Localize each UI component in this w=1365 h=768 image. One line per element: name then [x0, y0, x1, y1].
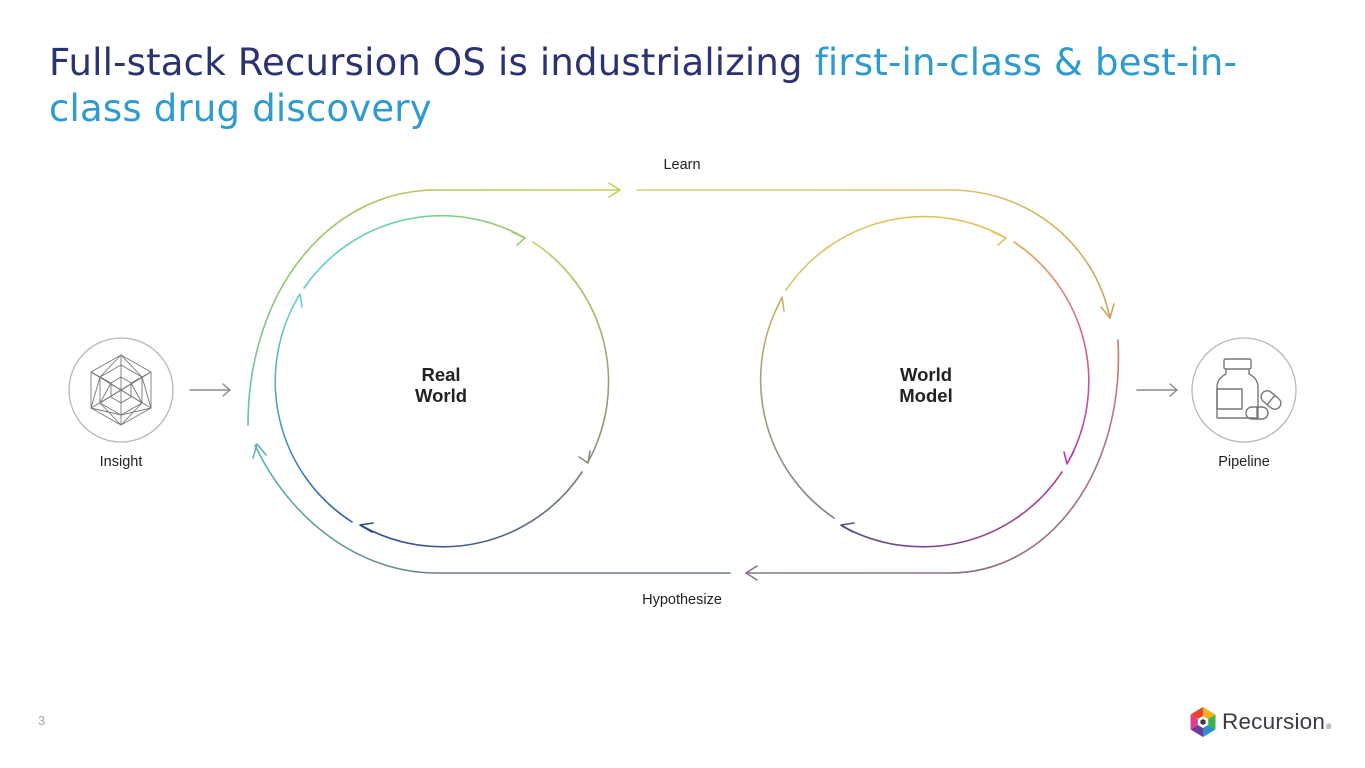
pipeline-label: Pipeline [1218, 454, 1270, 470]
recursion-brand: Recursion ® [1188, 705, 1331, 739]
title-part-light: first-in-class & best-in-class drug [49, 41, 1238, 130]
recursion-logo-icon [1190, 707, 1216, 737]
title-part-light-end: discovery [252, 87, 432, 130]
world-model-arrowhead-right [1063, 450, 1075, 465]
medicine-bottle-and-pills-icon [1216, 358, 1282, 420]
slide-title: Full-stack Recursion OS is industrializi… [49, 40, 1319, 132]
outer-loop-upper-left-arc [247, 189, 437, 426]
world-model-arc-upper-left [785, 215, 1007, 291]
real-world-arrowhead-top [511, 231, 526, 246]
real-world-arc-upper-left [303, 214, 526, 289]
world-model-arc-right [1013, 241, 1090, 463]
real-world-arrowhead-bottom [359, 522, 374, 533]
real-world-label-line2: World [415, 385, 467, 406]
hypothesize-arrowhead [745, 565, 758, 581]
insight-icon-group [68, 337, 174, 443]
real-world-arc-right [532, 241, 610, 463]
registered-mark: ® [1326, 724, 1332, 731]
world-model-arrowhead-bottom [840, 522, 855, 533]
outer-loop-lower-left-arc [254, 444, 437, 574]
outer-loop-left-arrowhead [252, 443, 267, 459]
title-part-dark: Full-stack Recursion OS is industrializi… [49, 41, 815, 84]
real-world-arc-bottom [361, 471, 583, 548]
geodesic-cube-icon [90, 354, 152, 426]
hypothesize-label: Hypothesize [642, 592, 722, 608]
outer-loop-right-arrowhead [1100, 303, 1115, 319]
outer-loop-upper-right-arc [636, 189, 1111, 319]
world-model-label-line1: World [900, 364, 952, 385]
brand-name: Recursion [1222, 709, 1326, 734]
learn-label: Learn [663, 157, 700, 173]
world-model-label-line2: Model [899, 385, 952, 406]
insight-label: Insight [100, 454, 143, 470]
world-model-arrowhead-left [775, 296, 785, 312]
real-world-arrowhead-right [578, 450, 591, 464]
learn-arrowhead [608, 182, 621, 198]
pipeline-icon-group [1191, 337, 1297, 443]
world-model-arc-lower-left [759, 297, 835, 519]
real-world-label-line1: Real [421, 364, 460, 385]
outer-loop-lower-right-arc [949, 339, 1120, 574]
world-model-arc-bottom [841, 471, 1063, 548]
page-number: 3 [38, 713, 46, 728]
real-world-arrowhead-left [292, 293, 303, 308]
real-world-arc-lower-left [274, 293, 353, 523]
world-model-arrowhead-top [992, 231, 1007, 246]
